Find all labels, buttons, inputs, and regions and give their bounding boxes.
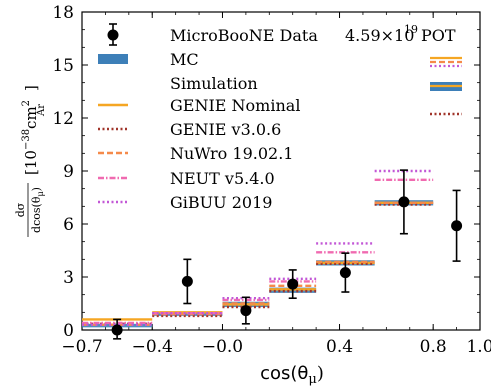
data-point [287, 278, 299, 290]
y-label-units-close: ] [22, 85, 40, 91]
x-tick-label: −0.0 [202, 337, 243, 357]
y-axis-label: dσ dcos(θμ) [10−38cm2 Ar ] [14, 85, 47, 237]
data-point [240, 305, 252, 317]
legend-series-label: NuWro 19.02.1 [170, 144, 293, 163]
y-tick-label: 6 [63, 215, 74, 235]
legend-pot-unit: POT [421, 26, 456, 45]
x-tick-label: −0.4 [132, 337, 173, 357]
legend-data-marker [107, 29, 119, 41]
y-tick-label: 18 [52, 3, 74, 23]
data-point [398, 196, 410, 208]
legend-series-label: NEUT v5.4.0 [170, 169, 275, 188]
y-tick-label: 0 [63, 321, 74, 341]
x-tick-label: 1.0 [466, 337, 491, 357]
x-tick-label: 0.4 [326, 337, 353, 357]
axes-layer: 0 3 6 9 12 15 18 −0.7 −0.4 −0.0 0.4 0.8 1.0 [52, 3, 491, 357]
legend-series-label: GENIE v3.0.6 [170, 120, 281, 139]
x-tick-label: −0.7 [61, 337, 102, 357]
y-tick-label: 3 [63, 268, 74, 288]
y-tick-label: 15 [52, 56, 74, 76]
y-tick-label: 9 [63, 162, 74, 182]
y-label-units-denominator: Ar [36, 104, 47, 117]
y-tick-label: 12 [52, 109, 74, 129]
x-axis-label: cos(θμ) [260, 363, 324, 387]
y-label-fraction-denominator: dcos(θμ) [30, 187, 45, 233]
data-point [181, 275, 193, 287]
legend-mc-label: MC [170, 50, 199, 69]
legend-mc-swatch [98, 54, 128, 64]
legend-pot-label: 4.59×10 [345, 26, 414, 45]
data-point [451, 220, 463, 232]
legend-series-label: GiBUU 2019 [170, 193, 272, 212]
x-tick-label: 0.8 [420, 337, 447, 357]
legend-series-label: GENIE Nominal [170, 96, 300, 115]
y-label-fraction-numerator: dσ [14, 202, 27, 217]
data-point [111, 324, 123, 336]
legend-mc-label-2: Simulation [170, 74, 258, 93]
legend-data-label: MicroBooNE Data [170, 26, 318, 45]
plot-layer [82, 169, 463, 340]
legend-pot-exponent: 19 [404, 23, 418, 36]
y-label-units: [10−38cm2 [21, 100, 40, 175]
data-point [339, 267, 351, 279]
